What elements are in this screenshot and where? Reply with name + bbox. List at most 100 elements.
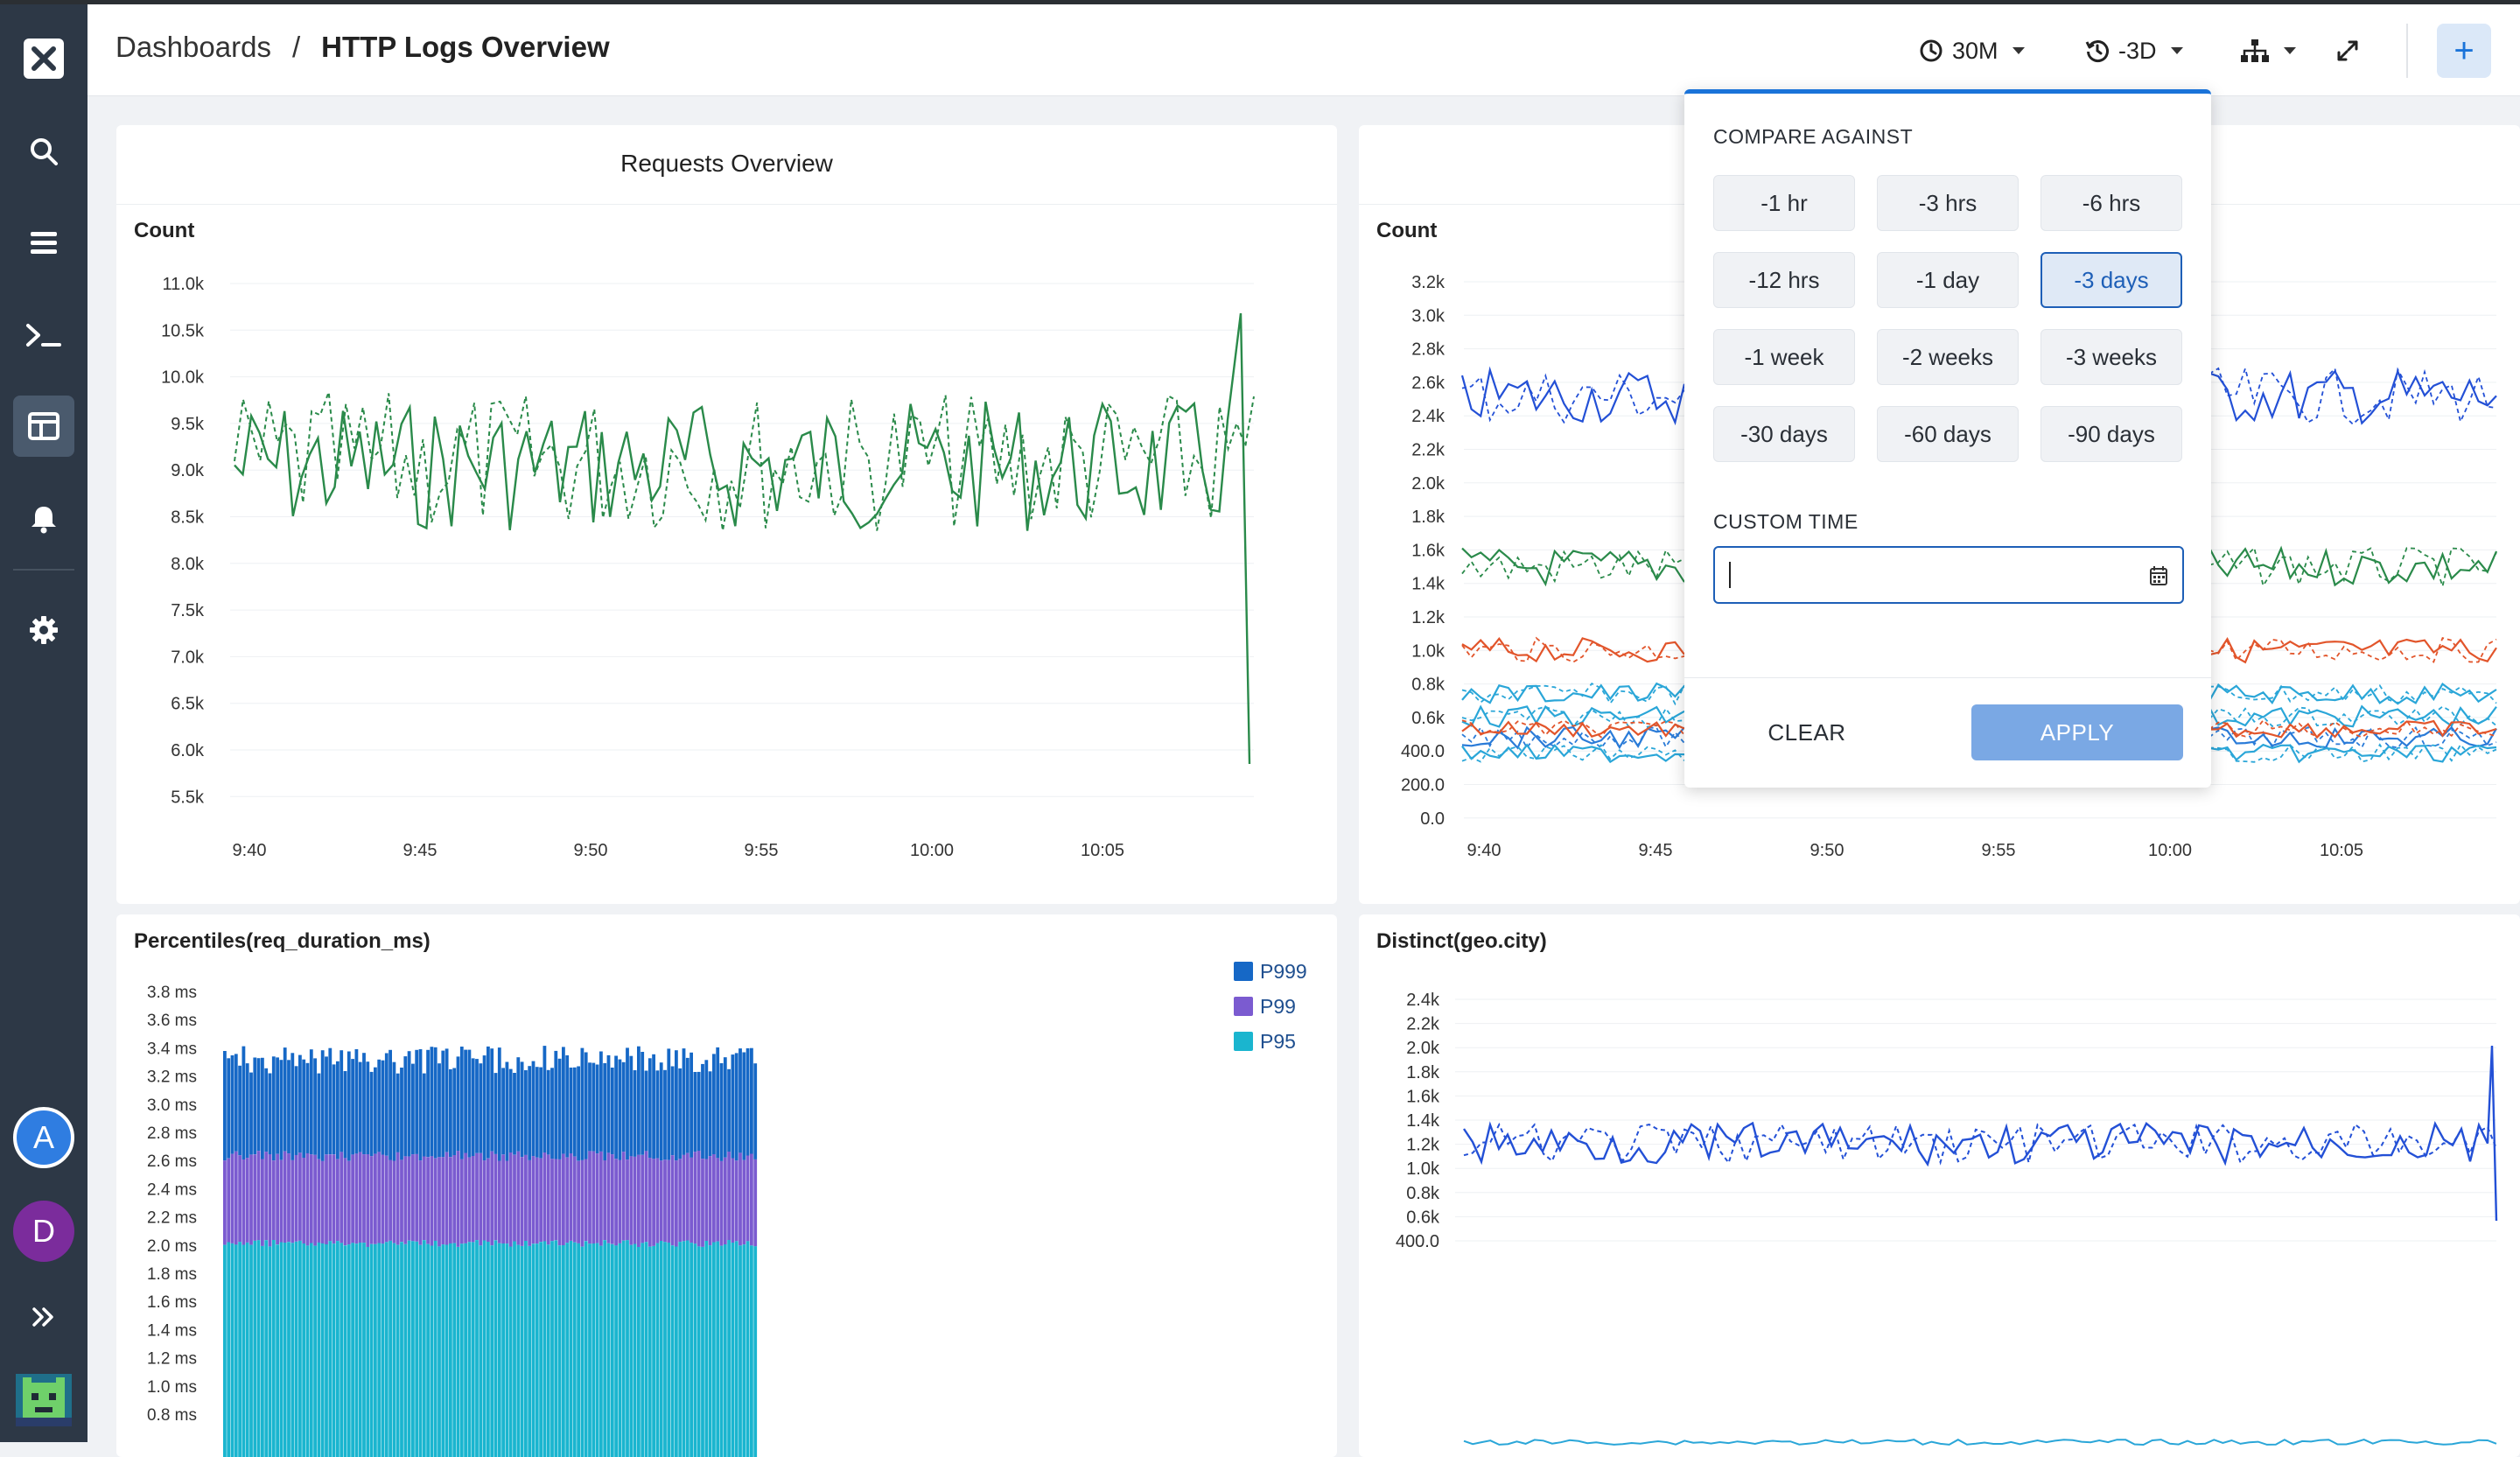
stacked-bar-segment	[509, 1247, 513, 1457]
y-tick-label: 1.8k	[1406, 1063, 1440, 1082]
stacked-bar-segment	[434, 1241, 438, 1457]
stacked-bar-segment	[359, 1152, 362, 1243]
y-tick-label: 1.6k	[1406, 1087, 1440, 1106]
stacked-bar-segment	[332, 1154, 336, 1243]
stacked-bar-segment	[565, 1158, 569, 1243]
stacked-bar-segment	[516, 1245, 520, 1457]
hierarchy-menu-button[interactable]	[2240, 31, 2296, 71]
custom-time-input[interactable]	[1713, 546, 2184, 604]
logo-icon[interactable]	[13, 28, 74, 89]
time-range-button[interactable]: 30M	[1919, 31, 2025, 71]
stacked-bar-segment	[547, 1155, 550, 1245]
stacked-bar-segment	[382, 1061, 385, 1155]
series-line	[2209, 727, 2496, 747]
stacked-bar-segment	[355, 1049, 359, 1153]
stacked-bar-segment	[408, 1157, 411, 1241]
stacked-bar-segment	[325, 1056, 328, 1154]
legend-swatch	[1234, 1032, 1253, 1051]
x-tick-label: 9:50	[1810, 841, 1844, 860]
stacked-bar-segment	[298, 1152, 302, 1241]
stacked-bar-segment	[573, 1157, 577, 1243]
stacked-bar-segment	[246, 1243, 249, 1457]
stacked-bar-segment	[634, 1157, 637, 1244]
stacked-bar-segment	[663, 1070, 667, 1160]
stacked-bar-segment	[671, 1067, 675, 1156]
y-tick-label: 2.4k	[1411, 407, 1446, 426]
stacked-bar-segment	[223, 1245, 227, 1457]
compare-option-60days[interactable]: -60 days	[1877, 406, 2019, 462]
search-icon[interactable]	[13, 121, 74, 182]
stacked-bar-segment	[242, 1159, 246, 1245]
stacked-bar-segment	[697, 1072, 701, 1151]
dashboard-icon[interactable]	[13, 396, 74, 457]
stacked-bar-segment	[727, 1240, 731, 1457]
stacked-bar-segment	[261, 1159, 264, 1246]
stacked-bar-segment	[359, 1243, 362, 1457]
gear-icon[interactable]	[13, 599, 74, 661]
sidebar: A D	[0, 4, 88, 1442]
compare-option-1week[interactable]: -1 week	[1713, 329, 1855, 385]
legend-item[interactable]: P99	[1234, 989, 1307, 1024]
stacked-bar-segment	[445, 1152, 449, 1245]
fullscreen-button[interactable]	[2336, 31, 2359, 71]
compare-option-30days[interactable]: -30 days	[1713, 406, 1855, 462]
y-tick-label: 10.0k	[161, 368, 205, 388]
stacked-bar-segment	[441, 1157, 444, 1244]
stacked-bar-segment	[468, 1050, 472, 1158]
stacked-bar-segment	[554, 1051, 557, 1159]
list-icon[interactable]	[13, 213, 74, 274]
compare-option-3hrs[interactable]: -3 hrs	[1877, 175, 2019, 231]
stacked-bar-segment	[351, 1243, 354, 1457]
user-avatar-d[interactable]: D	[13, 1201, 74, 1262]
stacked-bar-segment	[486, 1159, 490, 1242]
stacked-bar-segment	[468, 1158, 472, 1243]
add-panel-button[interactable]: +	[2437, 24, 2491, 78]
y-tick-label: 0.8k	[1411, 676, 1446, 695]
x-tick-label: 9:45	[1639, 841, 1673, 860]
stacked-bar-segment	[648, 1247, 652, 1457]
stacked-bar-segment	[547, 1244, 550, 1457]
stacked-bar-segment	[498, 1047, 501, 1160]
compare-time-button[interactable]: -3D	[2085, 31, 2183, 71]
legend-item[interactable]: P95	[1234, 1024, 1307, 1059]
stacked-bar-segment	[483, 1055, 486, 1160]
stacked-bar-segment	[490, 1245, 494, 1457]
top-header: Dashboards / HTTP Logs Overview 30M -3D …	[88, 4, 2520, 96]
clear-button[interactable]: CLEAR	[1737, 704, 1877, 760]
calendar-icon[interactable]	[2149, 565, 2168, 586]
expand-sidebar-icon[interactable]	[13, 1286, 74, 1348]
stacked-bar-segment	[629, 1245, 633, 1457]
terminal-icon[interactable]	[13, 305, 74, 366]
stacked-bar-segment	[318, 1074, 321, 1159]
compare-option-3weeks[interactable]: -3 weeks	[2040, 329, 2182, 385]
compare-option-2weeks[interactable]: -2 weeks	[1877, 329, 2019, 385]
compare-option-3days[interactable]: -3 days	[2040, 252, 2182, 308]
compare-option-6hrs[interactable]: -6 hrs	[2040, 175, 2182, 231]
stacked-bar-segment	[328, 1048, 332, 1154]
compare-option-12hrs[interactable]: -12 hrs	[1713, 252, 1855, 308]
breadcrumb-root-link[interactable]: Dashboards	[116, 31, 271, 64]
y-tick-label: 2.4k	[1406, 991, 1440, 1010]
stacked-bar-segment	[441, 1051, 444, 1158]
user-avatar-a[interactable]: A	[13, 1107, 74, 1168]
stacked-bar-segment	[656, 1070, 660, 1158]
stacked-bar-segment	[592, 1152, 595, 1243]
compare-option-90days[interactable]: -90 days	[2040, 406, 2182, 462]
stacked-bar-segment	[603, 1160, 606, 1240]
compare-option-1day[interactable]: -1 day	[1877, 252, 2019, 308]
stacked-bar-segment	[640, 1155, 644, 1243]
header-divider	[2406, 24, 2408, 78]
stacked-bar-segment	[738, 1048, 742, 1152]
compare-option-1hr[interactable]: -1 hr	[1713, 175, 1855, 231]
stacked-bar-segment	[652, 1054, 655, 1159]
app-mascot-icon[interactable]	[13, 1369, 74, 1431]
stacked-bar-segment	[543, 1152, 547, 1242]
stacked-bar-segment	[521, 1246, 524, 1457]
apply-button[interactable]: APPLY	[1971, 704, 2183, 760]
stacked-bar-segment	[483, 1241, 486, 1457]
legend-item[interactable]: P999	[1234, 954, 1307, 989]
stacked-bar-segment	[671, 1155, 675, 1245]
x-tick-label: 9:55	[1982, 841, 2016, 860]
bell-icon[interactable]	[13, 488, 74, 550]
